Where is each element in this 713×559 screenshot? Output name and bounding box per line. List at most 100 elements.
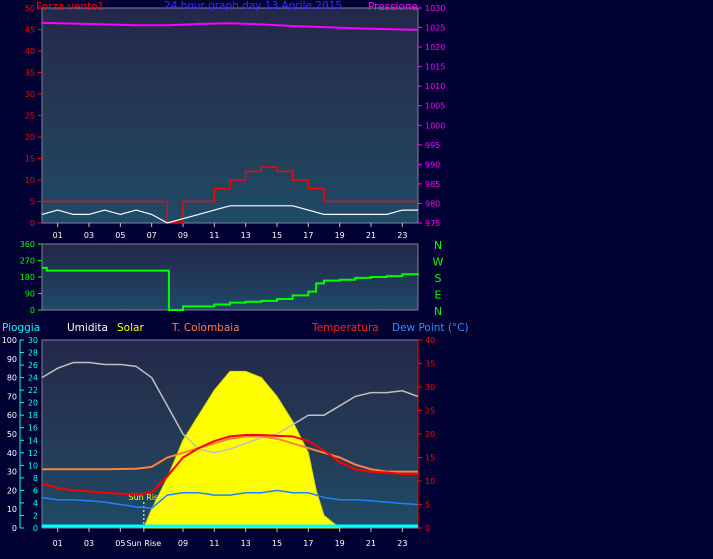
solar-tick-label: 0 [33,524,38,533]
wind-axis-ticks: 0 5 10 15 20 25 30 35 40 45 50 [25,4,42,228]
x-tick-label: 17 [303,231,313,240]
direction-tick-label: 360 [20,240,35,249]
legend-solar: Solar [117,322,144,334]
pressure-axis-label: Pressione [368,1,418,13]
sunrise-annotation: Sun Rise [129,493,164,502]
solar-tick-label: 2 [33,511,38,520]
bottom-series: Sun Rise [41,361,419,529]
x-tick-label: 11 [209,539,219,548]
temperature-line [41,433,418,496]
wind-tick-label: 15 [25,155,35,164]
direction-tick-label: 0 [30,306,35,315]
solar-tick-label: 24 [28,374,38,383]
compass-label: N [434,305,442,318]
solar-tick-label: 16 [28,424,38,433]
solar-tick-label: 22 [28,386,38,395]
x-tick-label: 05 [115,231,125,240]
direction-line [42,266,419,311]
x-tick-label: 03 [84,231,94,240]
wind-tick-label: 50 [25,4,35,13]
temp-tick-label: 5 [425,501,430,510]
legend-colombaia: T. Colombaia [171,322,240,334]
compass-label: W [433,256,444,269]
x-tick-label: 11 [209,231,219,240]
x-tick-label: Sun Rise [127,539,162,548]
x-tick-label: 21 [366,539,376,548]
x-tick-label: 15 [272,231,282,240]
pressure-tick-label: 1000 [425,121,445,130]
pioggia-axis-ticks: 0 10 20 30 40 50 60 70 80 90 100 [2,336,17,533]
wind-pressure-plot-area [41,7,419,224]
solar-tick-label: 6 [33,486,38,495]
x-tick-label: 09 [178,539,188,548]
compass-label: S [435,272,442,285]
temp-tick-label: 20 [425,430,435,439]
x-tick-label: 19 [335,539,345,548]
temp-tick-label: 35 [425,360,435,369]
pressure-tick-label: 980 [425,199,440,208]
gust-line [41,205,418,224]
compass-label: E [435,289,442,302]
pioggia-tick-label: 60 [7,411,17,420]
pioggia-tick-label: 40 [7,449,17,458]
legend-pioggia: Pioggia [2,322,40,334]
chart-title: 24 hour graph day 13 Aprile 2015 [164,0,342,12]
pressure-tick-label: 975 [425,219,440,228]
legend-temperatura: Temperatura [311,322,379,334]
colombaia-line [42,435,418,473]
solar-tick-label: 14 [28,436,38,445]
pioggia-tick-label: 10 [7,505,17,514]
pioggia-tick-label: 70 [7,392,17,401]
solar-tick-label: 28 [28,349,38,358]
temp-tick-label: 0 [425,524,430,533]
pioggia-tick-label: 50 [7,430,17,439]
temp-tick-label: 40 [425,336,435,345]
direction-series [42,266,419,311]
x-tick-label: 23 [397,231,407,240]
bottom-x-axis-ticks: 01 03 05 Sun Rise 09 11 13 15 17 19 21 23 [53,528,407,548]
temp-tick-label: 15 [425,454,435,463]
wind-tick-label: 5 [30,198,35,207]
x-tick-label: 15 [272,539,282,548]
solar-tick-label: 4 [33,499,38,508]
pioggia-tick-label: 90 [7,355,17,364]
wind-tick-label: 20 [25,133,35,142]
wind-tick-label: 10 [25,176,35,185]
wind-tick-label: 30 [25,90,35,99]
pioggia-tick-label: 30 [7,468,17,477]
compass-label: N [434,239,442,252]
solar-area [143,370,342,529]
x-tick-label: 13 [241,539,251,548]
wind-tick-label: 0 [30,219,35,228]
x-tick-label: 17 [303,539,313,548]
wind-axis-label: Forza vento1 [36,1,104,13]
x-tick-label: 09 [178,231,188,240]
pressure-tick-label: 1015 [425,63,445,72]
x-tick-label: 05 [115,539,125,548]
pioggia-tick-label: 100 [2,336,17,345]
x-tick-label: 13 [241,231,251,240]
wind-tick-label: 40 [25,47,35,56]
pressure-tick-label: 1005 [425,102,445,111]
x-tick-label: 23 [397,539,407,548]
direction-tick-label: 270 [20,257,35,266]
solar-tick-label: 10 [28,461,38,470]
pioggia-tick-label: 80 [7,374,17,383]
wind-line [42,166,418,224]
x-tick-label: 01 [53,231,63,240]
pressure-tick-label: 1020 [425,43,445,52]
solar-tick-label: 12 [28,449,38,458]
temperature-axis-ticks: 0 5 10 15 20 25 30 35 40 [417,336,435,533]
solar-tick-label: 26 [28,361,38,370]
pressure-axis-ticks: 975 980 985 990 995 1000 1005 1010 1015 1020 1025 1… [418,4,445,228]
wind-tick-label: 25 [25,112,35,121]
humidity-line [41,361,419,454]
solar-tick-label: 30 [28,336,38,345]
pressure-tick-label: 990 [425,160,440,169]
x-tick-label: 07 [147,231,157,240]
temp-tick-label: 30 [425,383,435,392]
x-tick-label: 03 [84,539,94,548]
